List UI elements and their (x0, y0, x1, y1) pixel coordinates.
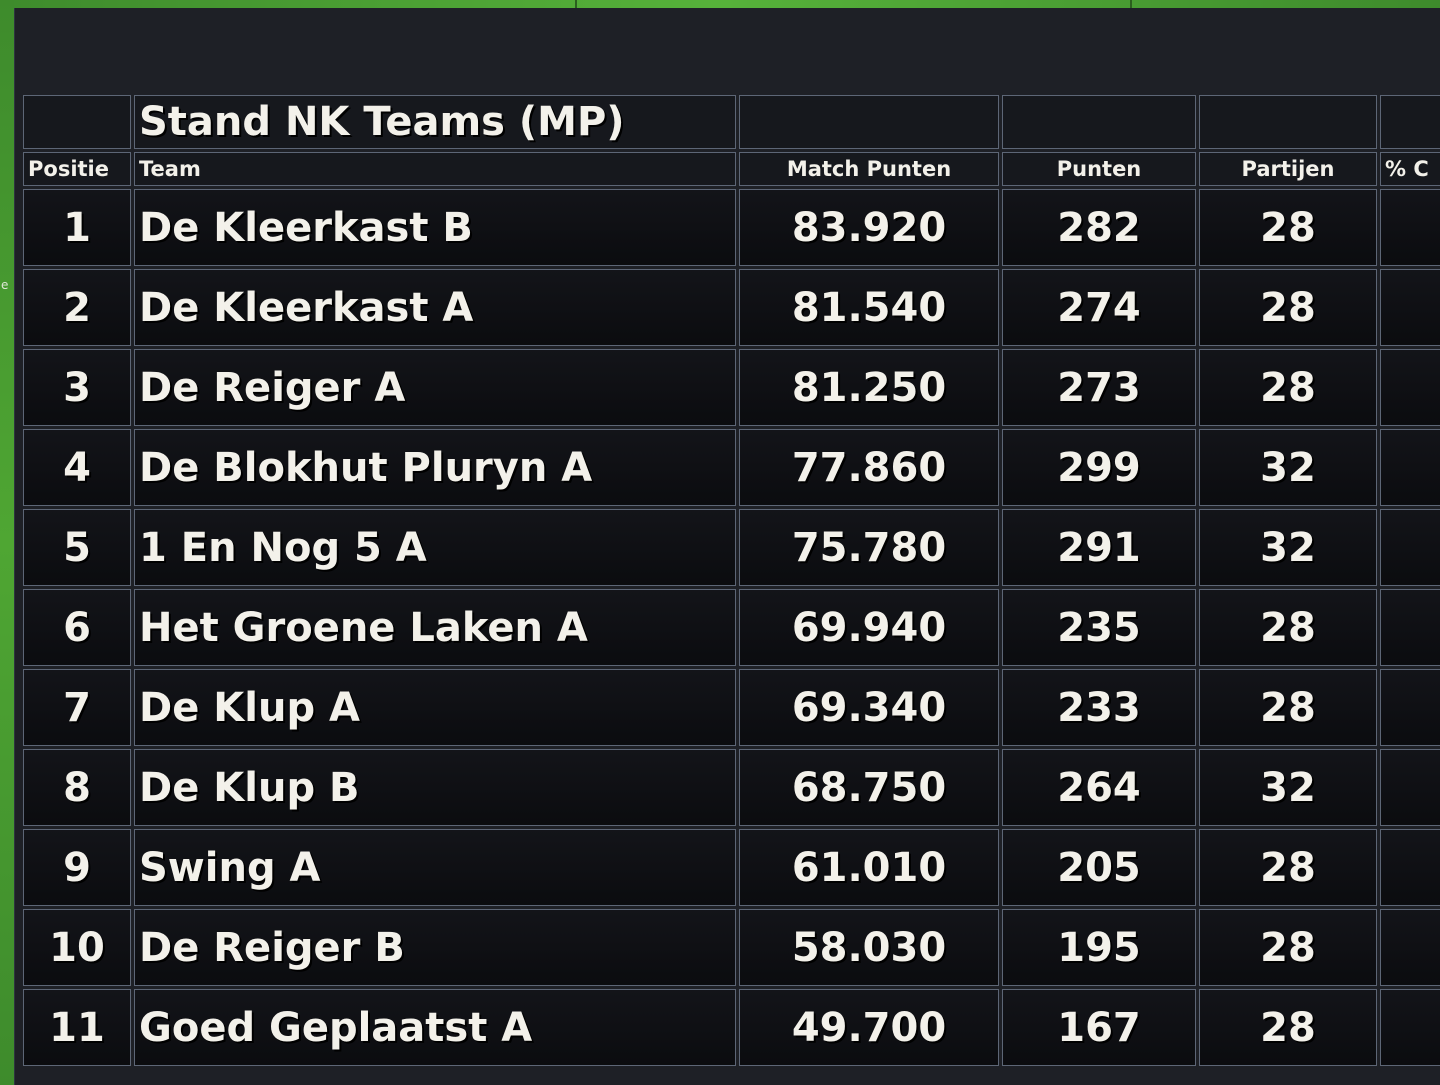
position-cell: 1 (23, 189, 131, 266)
standings-title: Stand NK Teams (MP) (134, 95, 736, 149)
column-header-percent[interactable]: % C (1380, 152, 1440, 186)
points-cell: 233 (1002, 669, 1196, 746)
team-cell: De Reiger B (134, 909, 736, 986)
background-window-left (0, 0, 14, 1085)
title-spacer-cell (1380, 95, 1440, 149)
match-points-cell: 68.750 (739, 749, 999, 826)
team-cell: De Reiger A (134, 349, 736, 426)
points-cell: 167 (1002, 989, 1196, 1066)
table-row: 10 De Reiger B 58.030 195 28 (23, 909, 1440, 986)
background-window-top (0, 0, 1440, 8)
team-cell: Goed Geplaatst A (134, 989, 736, 1066)
table-row: 4 De Blokhut Pluryn A 77.860 299 32 (23, 429, 1440, 506)
match-points-cell: 75.780 (739, 509, 999, 586)
position-cell: 10 (23, 909, 131, 986)
match-points-cell: 61.010 (739, 829, 999, 906)
position-cell: 2 (23, 269, 131, 346)
games-cell: 28 (1199, 829, 1377, 906)
percent-cell (1380, 909, 1440, 986)
points-cell: 264 (1002, 749, 1196, 826)
percent-cell (1380, 589, 1440, 666)
table-row: 11 Goed Geplaatst A 49.700 167 28 (23, 989, 1440, 1066)
team-cell: Swing A (134, 829, 736, 906)
column-header-position[interactable]: Positie (23, 152, 131, 186)
position-cell: 6 (23, 589, 131, 666)
background-window-text: e (1, 278, 9, 292)
percent-cell (1380, 989, 1440, 1066)
table-row: 2 De Kleerkast A 81.540 274 28 (23, 269, 1440, 346)
points-cell: 205 (1002, 829, 1196, 906)
points-cell: 299 (1002, 429, 1196, 506)
table-row: 7 De Klup A 69.340 233 28 (23, 669, 1440, 746)
column-header-games[interactable]: Partijen (1199, 152, 1377, 186)
position-cell: 4 (23, 429, 131, 506)
match-points-cell: 81.250 (739, 349, 999, 426)
points-cell: 274 (1002, 269, 1196, 346)
points-cell: 195 (1002, 909, 1196, 986)
position-cell: 7 (23, 669, 131, 746)
games-cell: 32 (1199, 429, 1377, 506)
column-header-points[interactable]: Punten (1002, 152, 1196, 186)
column-header-team[interactable]: Team (134, 152, 736, 186)
standings-table: Stand NK Teams (MP) Positie Team Match P… (20, 92, 1440, 1069)
match-points-cell: 83.920 (739, 189, 999, 266)
points-cell: 282 (1002, 189, 1196, 266)
background-window-divider (1130, 0, 1132, 8)
percent-cell (1380, 669, 1440, 746)
points-cell: 273 (1002, 349, 1196, 426)
games-cell: 28 (1199, 989, 1377, 1066)
percent-cell (1380, 749, 1440, 826)
title-spacer-cell (23, 95, 131, 149)
points-cell: 291 (1002, 509, 1196, 586)
match-points-cell: 49.700 (739, 989, 999, 1066)
games-cell: 32 (1199, 509, 1377, 586)
background-window-divider (575, 0, 577, 8)
table-row: 6 Het Groene Laken A 69.940 235 28 (23, 589, 1440, 666)
match-points-cell: 69.940 (739, 589, 999, 666)
table-row: 9 Swing A 61.010 205 28 (23, 829, 1440, 906)
position-cell: 8 (23, 749, 131, 826)
match-points-cell: 81.540 (739, 269, 999, 346)
percent-cell (1380, 269, 1440, 346)
games-cell: 28 (1199, 189, 1377, 266)
team-cell: Het Groene Laken A (134, 589, 736, 666)
games-cell: 28 (1199, 349, 1377, 426)
team-cell: 1 En Nog 5 A (134, 509, 736, 586)
table-row: 8 De Klup B 68.750 264 32 (23, 749, 1440, 826)
percent-cell (1380, 509, 1440, 586)
percent-cell (1380, 349, 1440, 426)
games-cell: 28 (1199, 589, 1377, 666)
position-cell: 11 (23, 989, 131, 1066)
match-points-cell: 58.030 (739, 909, 999, 986)
standings-rows: 1 De Kleerkast B 83.920 282 28 2 De Kleerkast … (23, 189, 1440, 1066)
title-spacer-cell (1002, 95, 1196, 149)
games-cell: 32 (1199, 749, 1377, 826)
games-cell: 28 (1199, 269, 1377, 346)
column-header-match-points[interactable]: Match Punten (739, 152, 999, 186)
position-cell: 5 (23, 509, 131, 586)
team-cell: De Klup A (134, 669, 736, 746)
header-row: Positie Team Match Punten Punten Partije… (23, 152, 1440, 186)
match-points-cell: 77.860 (739, 429, 999, 506)
position-cell: 3 (23, 349, 131, 426)
team-cell: De Blokhut Pluryn A (134, 429, 736, 506)
title-spacer-cell (739, 95, 999, 149)
match-points-cell: 69.340 (739, 669, 999, 746)
games-cell: 28 (1199, 669, 1377, 746)
percent-cell (1380, 429, 1440, 506)
title-row: Stand NK Teams (MP) (23, 95, 1440, 149)
position-cell: 9 (23, 829, 131, 906)
games-cell: 28 (1199, 909, 1377, 986)
percent-cell (1380, 189, 1440, 266)
table-row: 3 De Reiger A 81.250 273 28 (23, 349, 1440, 426)
team-cell: De Kleerkast B (134, 189, 736, 266)
table-row: 1 De Kleerkast B 83.920 282 28 (23, 189, 1440, 266)
points-cell: 235 (1002, 589, 1196, 666)
team-cell: De Klup B (134, 749, 736, 826)
team-cell: De Kleerkast A (134, 269, 736, 346)
percent-cell (1380, 829, 1440, 906)
title-spacer-cell (1199, 95, 1377, 149)
